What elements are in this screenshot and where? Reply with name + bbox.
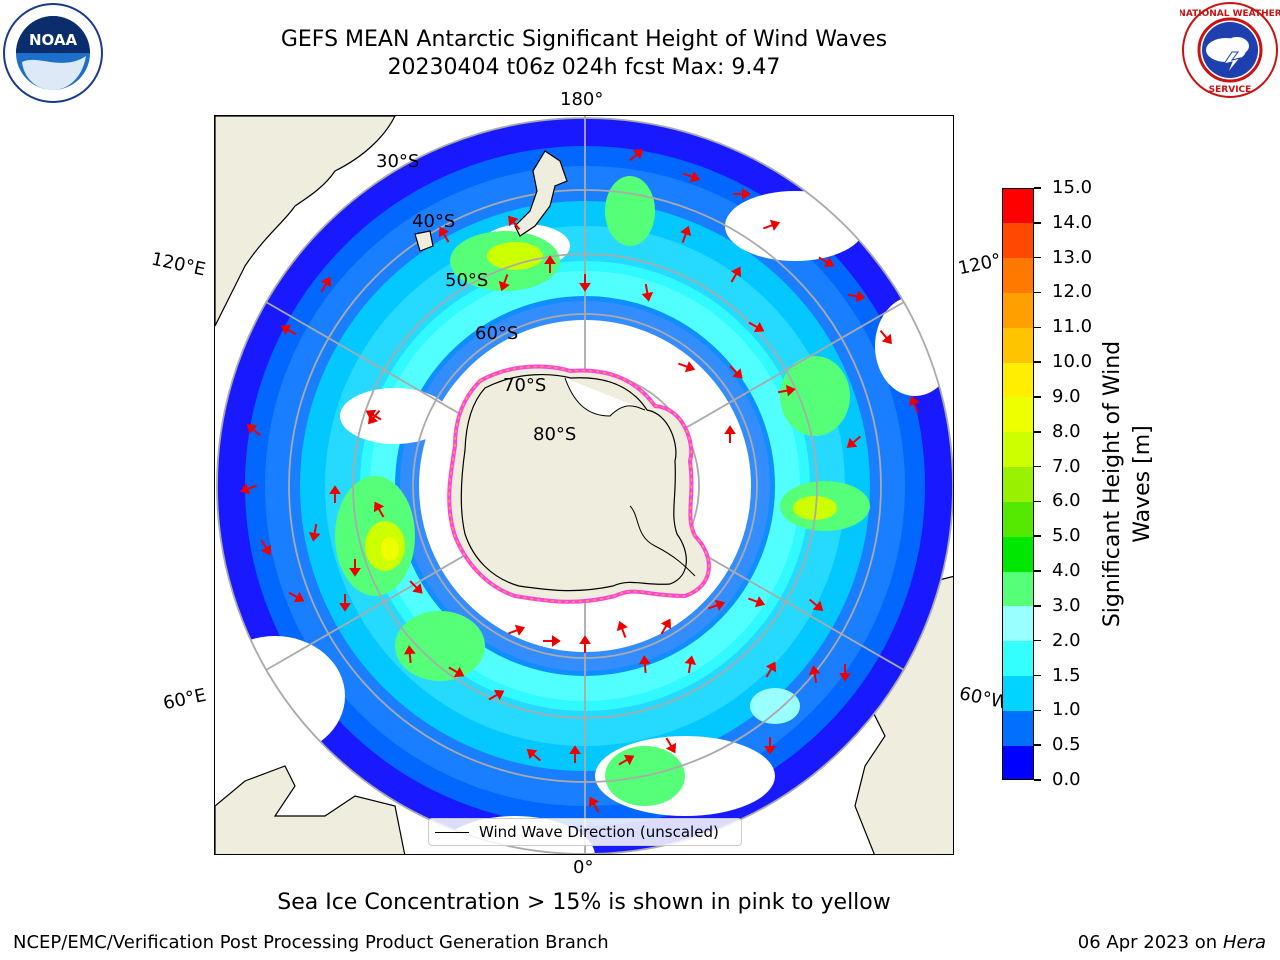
colorbar-segment: [1002, 710, 1034, 746]
colorbar-tick-label: 11.0: [1052, 316, 1093, 338]
footer-date: 06 Apr 2023 on Hera: [1078, 932, 1266, 953]
colorbar-segment: [1002, 188, 1034, 224]
colorbar-segment: [1002, 466, 1034, 502]
svg-text:NOAA: NOAA: [29, 31, 78, 49]
colorbar-title: Significant Height of Wind Waves [m]: [1098, 341, 1158, 627]
lat-label-70s: 70°S: [503, 375, 547, 396]
colorbar-segment: [1002, 431, 1034, 468]
antarctic-wave-map: [214, 115, 954, 855]
footer-date-text: 06 Apr 2023 on: [1077, 932, 1223, 953]
colorbar-tick-mark: [1034, 674, 1041, 677]
colorbar-tick-label: 3.0: [1052, 594, 1081, 616]
colorbar-segment: [1002, 745, 1034, 781]
colorbar-tick-label: 0.0: [1052, 769, 1081, 790]
chart-subtitle: 20230404 t06z 024h fcst Max: 9.47: [387, 55, 781, 80]
colorbar-tick-mark: [1034, 535, 1041, 537]
colorbar-tick-mark: [1034, 709, 1041, 712]
colorbar-tick-mark: [1034, 744, 1041, 746]
colorbar-tick-mark: [1034, 465, 1041, 468]
colorbar-tick-mark: [1034, 222, 1041, 224]
colorbar-tick-mark: [1034, 256, 1041, 259]
tasmania: [414, 230, 434, 252]
lat-label-60s: 60°S: [475, 323, 519, 344]
colorbar-tick-mark: [1034, 326, 1041, 329]
weddell-sea-area: [629, 505, 696, 577]
sea-ice-note: Sea Ice Concentration > 15% is shown in …: [277, 890, 891, 915]
colorbar-title-line1: Significant Height of Wind: [1100, 340, 1125, 628]
colorbar-tick-mark: [1034, 570, 1041, 572]
colorbar-tick-label: 1.5: [1052, 664, 1081, 686]
footer-branch: NCEP/EMC/Verification Post Processing Pr…: [13, 932, 609, 953]
colorbar-tick-label: 10.0: [1052, 351, 1093, 373]
svg-text:NATIONAL WEATHER: NATIONAL WEATHER: [1180, 9, 1280, 19]
colorbar-title-line2: Waves [m]: [1130, 425, 1155, 543]
lon-label-0: 0°: [573, 857, 594, 878]
colorbar-tick-label: 1.0: [1052, 699, 1081, 721]
legend-line-sample: [435, 831, 469, 833]
lat-label-50s: 50°S: [445, 270, 489, 291]
colorbar-segment: [1002, 675, 1034, 711]
colorbar: [1002, 188, 1034, 781]
legend-label: Wind Wave Direction (unscaled): [479, 823, 719, 841]
colorbar-tick-mark: [1034, 500, 1041, 503]
colorbar-tick-mark: [1034, 291, 1041, 294]
colorbar-tick-label: 7.0: [1052, 455, 1081, 477]
colorbar-segment: [1002, 257, 1034, 293]
map-legend: Wind Wave Direction (unscaled): [428, 818, 742, 846]
colorbar-segment: [1002, 292, 1034, 328]
colorbar-tick-mark: [1034, 639, 1041, 642]
lat-label-30s: 30°S: [376, 151, 420, 172]
colorbar-tick-label: 14.0: [1052, 211, 1093, 233]
wind-wave-arrows: [239, 149, 920, 813]
new-zealand: [514, 150, 568, 237]
colorbar-tick-label: 0.5: [1052, 734, 1081, 756]
colorbar-segment: [1002, 640, 1034, 677]
colorbar-tick-mark: [1034, 605, 1041, 607]
map-svg: [215, 116, 953, 854]
lon-label-120w: 120°: [956, 249, 1004, 280]
ross-sea-area: [564, 377, 646, 417]
colorbar-segment: [1002, 362, 1034, 398]
colorbar-tick-label: 12.0: [1052, 281, 1093, 303]
colorbar-segment: [1002, 222, 1034, 259]
colorbar-tick-label: 9.0: [1052, 385, 1081, 407]
colorbar-tick-mark: [1034, 187, 1041, 189]
colorbar-segment: [1002, 536, 1034, 572]
lat-label-40s: 40°S: [412, 211, 456, 232]
antarctica: [447, 364, 711, 604]
colorbar-tick-label: 15.0: [1052, 177, 1093, 198]
colorbar-tick-mark: [1034, 396, 1041, 398]
noaa-logo: NOAA: [2, 2, 104, 104]
lon-label-60e: 60°E: [161, 684, 208, 715]
footer-machine: Hera: [1222, 932, 1266, 953]
colorbar-tick-label: 13.0: [1052, 246, 1093, 268]
lon-label-180: 180°: [560, 89, 604, 110]
svg-text:SERVICE: SERVICE: [1209, 85, 1252, 95]
colorbar-segment: [1002, 605, 1034, 642]
colorbar-tick-label: 5.0: [1052, 525, 1081, 547]
colorbar-tick-mark: [1034, 431, 1041, 433]
nws-logo: NATIONAL WEATHER SERVICE: [1178, 0, 1280, 100]
colorbar-segment: [1002, 501, 1034, 537]
colorbar-tick-label: 8.0: [1052, 420, 1081, 442]
colorbar-segment: [1002, 571, 1034, 607]
colorbar-tick-label: 4.0: [1052, 560, 1081, 582]
colorbar-segment: [1002, 396, 1034, 433]
colorbar-tick-label: 2.0: [1052, 629, 1081, 651]
colorbar-tick-mark: [1034, 361, 1041, 363]
lon-label-120e: 120°E: [149, 248, 208, 281]
chart-title: GEFS MEAN Antarctic Significant Height o…: [280, 27, 888, 52]
lat-label-80s: 80°S: [533, 424, 577, 445]
colorbar-segment: [1002, 327, 1034, 363]
colorbar-tick-mark: [1034, 779, 1041, 781]
colorbar-tick-label: 6.0: [1052, 490, 1081, 512]
